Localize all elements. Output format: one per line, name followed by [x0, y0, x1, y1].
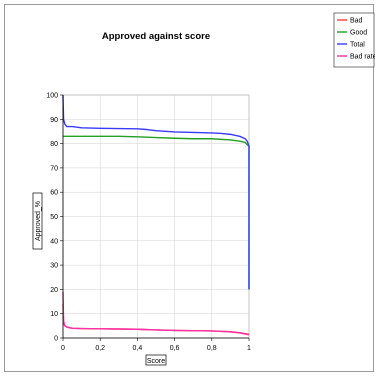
y-axis-label-frame — [32, 192, 43, 250]
y-tick-label: 0 — [54, 336, 58, 343]
y-tick-label: 60 — [50, 190, 58, 197]
legend-label: Total — [350, 42, 365, 49]
y-tick-label: 90 — [50, 117, 58, 124]
y-tick-label: 100 — [46, 93, 58, 100]
x-tick-label: 1 — [247, 345, 251, 352]
y-tick-label: 40 — [50, 238, 58, 245]
y-axis-label: Approved_% — [35, 201, 42, 241]
legend-label: Good — [350, 30, 367, 37]
y-tick-label: 80 — [50, 141, 58, 148]
legend-label: Bad — [350, 18, 363, 25]
y-axis-label-box: Approved_% — [32, 192, 43, 250]
chart-title: Approved against score — [102, 31, 210, 42]
x-tick-label: 0,8 — [207, 345, 217, 352]
approved-against-score-chart: Approved against score Bad Good Total Bad r… — [32, 12, 375, 366]
y-tick-label: 70 — [50, 165, 58, 172]
x-tick-label: 0 — [61, 345, 65, 352]
chart-frame: Approved against score Bad Good Total Bad r… — [4, 4, 375, 372]
legend: Bad Good Total Bad rate — [333, 12, 375, 68]
y-tick-label: 20 — [50, 287, 58, 294]
x-axis-label-box: Score — [145, 354, 167, 366]
x-tick-label: 0,2 — [95, 345, 105, 352]
series-lines — [62, 94, 250, 336]
axes: 0 10 20 30 40 50 60 70 80 90 100 0 0,2 0,4 0,6 0,8 1 — [46, 93, 251, 353]
x-tick-label: 0,4 — [133, 345, 143, 352]
y-tick-label: 50 — [50, 214, 58, 221]
y-tick-label: 10 — [50, 311, 58, 318]
series-line-bad-rate — [62, 291, 250, 336]
x-axis-label-frame — [145, 354, 167, 366]
x-axis-label: Score — [147, 358, 165, 365]
legend-label: Bad rate — [350, 54, 375, 61]
y-tick-label: 30 — [50, 263, 58, 270]
series-line-total — [62, 94, 250, 290]
x-tick-label: 0,6 — [170, 345, 180, 352]
plot-area: 0 10 20 30 40 50 60 70 80 90 100 0 0,2 0,4 0,6 0,8 1 — [46, 93, 251, 353]
series-line-good — [63, 135, 250, 290]
legend-box — [333, 12, 375, 68]
